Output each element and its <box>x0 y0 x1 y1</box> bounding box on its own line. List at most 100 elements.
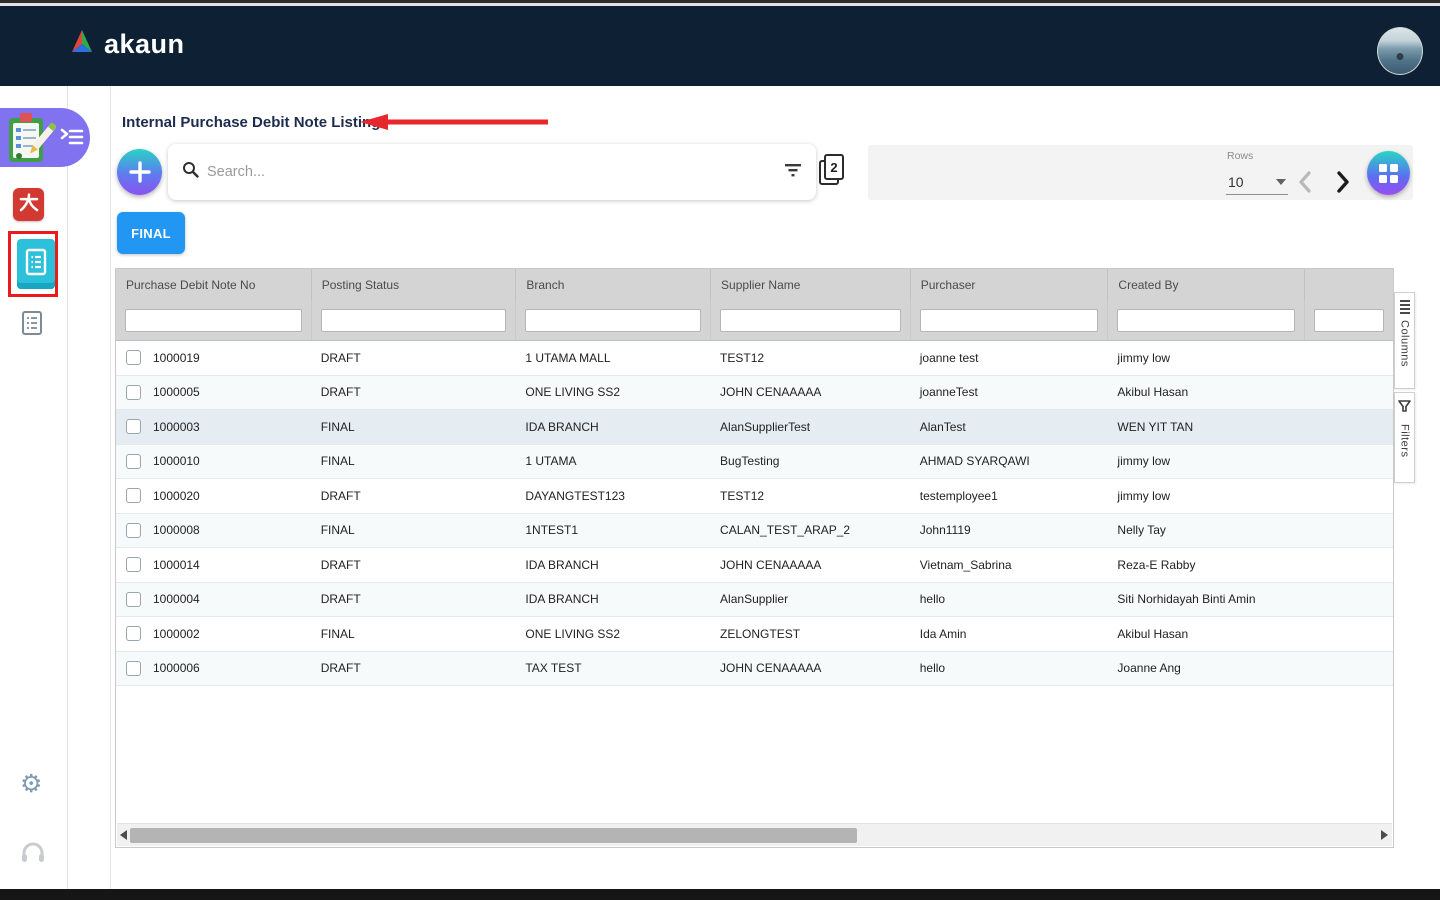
cell-value: 1000010 <box>153 454 200 469</box>
filter-cell <box>515 301 710 340</box>
scroll-right-arrow-icon[interactable] <box>1381 830 1388 840</box>
filters-tab[interactable]: Filters <box>1394 392 1415 483</box>
column-header[interactable] <box>1304 269 1393 301</box>
settings-gear-icon[interactable]: ⚙ <box>20 770 43 798</box>
column-header[interactable]: Posting Status <box>310 269 516 301</box>
support-headset-icon[interactable] <box>21 842 45 869</box>
window-edge-strip-light <box>0 3 1440 6</box>
brand[interactable]: akaun <box>68 28 185 61</box>
prev-page-button[interactable] <box>1296 170 1322 196</box>
search-input[interactable] <box>207 164 776 180</box>
row-checkbox[interactable] <box>126 384 141 400</box>
table-row[interactable]: 1000006 DRAFT TAX TEST JOHN CENAAAAA hello Jo… <box>116 651 1393 686</box>
cell-value: Ida Amin <box>919 626 967 641</box>
scrollbar-thumb[interactable] <box>130 828 857 843</box>
column-header[interactable]: Created By <box>1107 269 1304 301</box>
horizontal-scrollbar[interactable] <box>117 823 1392 846</box>
filter-cell <box>1304 301 1393 340</box>
column-filter-input[interactable] <box>525 309 702 332</box>
grid-view-button[interactable] <box>1367 151 1410 195</box>
cell-value: JOHN CENAAAAA <box>720 661 822 676</box>
cell-value: Joanne Ang <box>1117 661 1181 676</box>
annotation-highlight-box <box>8 231 58 297</box>
cell-value: DRAFT <box>320 592 361 607</box>
cell-value: AHMAD SYARQAWI <box>919 454 1030 469</box>
table-row[interactable]: 1000010 FINAL 1 UTAMA BugTesting AHMAD SYARQ… <box>116 444 1393 479</box>
next-page-button[interactable] <box>1334 170 1360 196</box>
table-row[interactable]: 1000005 DRAFT ONE LIVING SS2 JOHN CENAAAAA j… <box>116 375 1393 410</box>
cell-value: jimmy low <box>1117 454 1171 469</box>
add-button[interactable] <box>117 149 162 195</box>
sidebar-item-chinese-app[interactable] <box>13 188 44 221</box>
clipboard-illustration-icon <box>4 110 57 171</box>
window-edge-strip <box>0 0 1440 3</box>
table-row[interactable]: 1000004 DRAFT IDA BRANCH AlanSupplier hello S… <box>116 582 1393 617</box>
toolbar-background <box>868 145 1413 200</box>
cell-value: hello <box>919 661 946 676</box>
table-row[interactable]: 1000019 DRAFT 1 UTAMA MALL TEST12 joanne tes… <box>116 341 1393 376</box>
cell-value: joanneTest <box>919 385 978 400</box>
pages-badge: 2 <box>824 154 844 180</box>
cell-value: joanne test <box>919 350 979 365</box>
column-filter-input[interactable] <box>125 309 302 332</box>
plus-icon <box>128 161 151 183</box>
cell-value: 1 UTAMA MALL <box>525 350 611 365</box>
cell-value: IDA BRANCH <box>525 419 599 434</box>
row-checkbox[interactable] <box>126 453 141 469</box>
cell-value: FINAL <box>320 523 355 538</box>
column-header[interactable]: Branch <box>515 269 710 301</box>
row-checkbox[interactable] <box>126 419 141 435</box>
sidebar-active-module[interactable] <box>0 108 90 167</box>
cell-value: Akibul Hasan <box>1117 626 1189 641</box>
column-filter-input[interactable] <box>1117 309 1296 332</box>
row-checkbox[interactable] <box>126 660 141 676</box>
pages-count-icon[interactable]: 2 <box>819 154 847 188</box>
search-icon <box>182 161 199 183</box>
row-checkbox[interactable] <box>126 626 141 642</box>
table-row[interactable]: 1000020 DRAFT DAYANGTEST123 TEST12 testemplo… <box>116 479 1393 514</box>
cell-value: Nelly Tay <box>1117 523 1166 538</box>
cell-value: John1119 <box>919 523 971 538</box>
column-filter-input[interactable] <box>1314 309 1384 332</box>
cell-value: Reza-E Rabby <box>1117 557 1196 572</box>
table-row[interactable]: 1000014 DRAFT IDA BRANCH JOHN CENAAAAA Vietn… <box>116 548 1393 583</box>
row-checkbox[interactable] <box>126 350 141 366</box>
filter-list-icon[interactable] <box>784 163 802 182</box>
cell-value: FINAL <box>320 454 355 469</box>
row-checkbox[interactable] <box>126 591 141 607</box>
column-filter-input[interactable] <box>320 309 507 332</box>
cell-value: 1000004 <box>153 592 200 607</box>
table-header-row: Purchase Debit Note No Posting Status Bran… <box>116 269 1393 301</box>
column-header[interactable]: Supplier Name <box>710 269 910 301</box>
cell-value: DRAFT <box>320 488 361 503</box>
cell-value: 1000019 <box>153 350 200 365</box>
table-row[interactable]: 1000003 FINAL IDA BRANCH AlanSupplierTest Al… <box>116 410 1393 445</box>
filter-cell <box>710 301 910 340</box>
cell-value: TEST12 <box>720 488 765 503</box>
rows-per-page-select[interactable]: 10 <box>1226 169 1288 195</box>
column-header[interactable]: Purchaser <box>909 269 1108 301</box>
row-checkbox[interactable] <box>126 522 141 538</box>
scroll-left-arrow-icon[interactable] <box>120 830 127 840</box>
cell-value: AlanSupplier <box>720 592 789 607</box>
cell-value: testemployee1 <box>919 488 998 503</box>
column-header[interactable]: Purchase Debit Note No <box>126 278 256 292</box>
columns-tab[interactable]: Columns <box>1394 292 1415 389</box>
table-row[interactable]: 1000008 FINAL 1NTEST1 CALAN_TEST_ARAP_2 John… <box>116 513 1393 548</box>
funnel-icon <box>1398 400 1411 418</box>
row-checkbox[interactable] <box>126 557 141 573</box>
table-row[interactable]: 1000002 FINAL ONE LIVING SS2 ZELONGTEST Ida … <box>116 617 1393 652</box>
sidebar-item-listing-active[interactable] <box>17 239 55 289</box>
final-filter-button[interactable]: FINAL <box>117 212 185 254</box>
cell-value: ZELONGTEST <box>720 626 801 641</box>
search-bar <box>168 144 816 200</box>
cell-value: 1 UTAMA <box>525 454 577 469</box>
user-avatar[interactable] <box>1377 27 1423 75</box>
cell-value: IDA BRANCH <box>525 592 599 607</box>
filter-cell <box>116 301 311 340</box>
column-filter-input[interactable] <box>720 309 901 332</box>
row-checkbox[interactable] <box>126 488 141 504</box>
column-filter-input[interactable] <box>919 309 1099 332</box>
sidebar-item-listing-secondary[interactable] <box>20 310 44 341</box>
columns-icon <box>1399 300 1410 314</box>
